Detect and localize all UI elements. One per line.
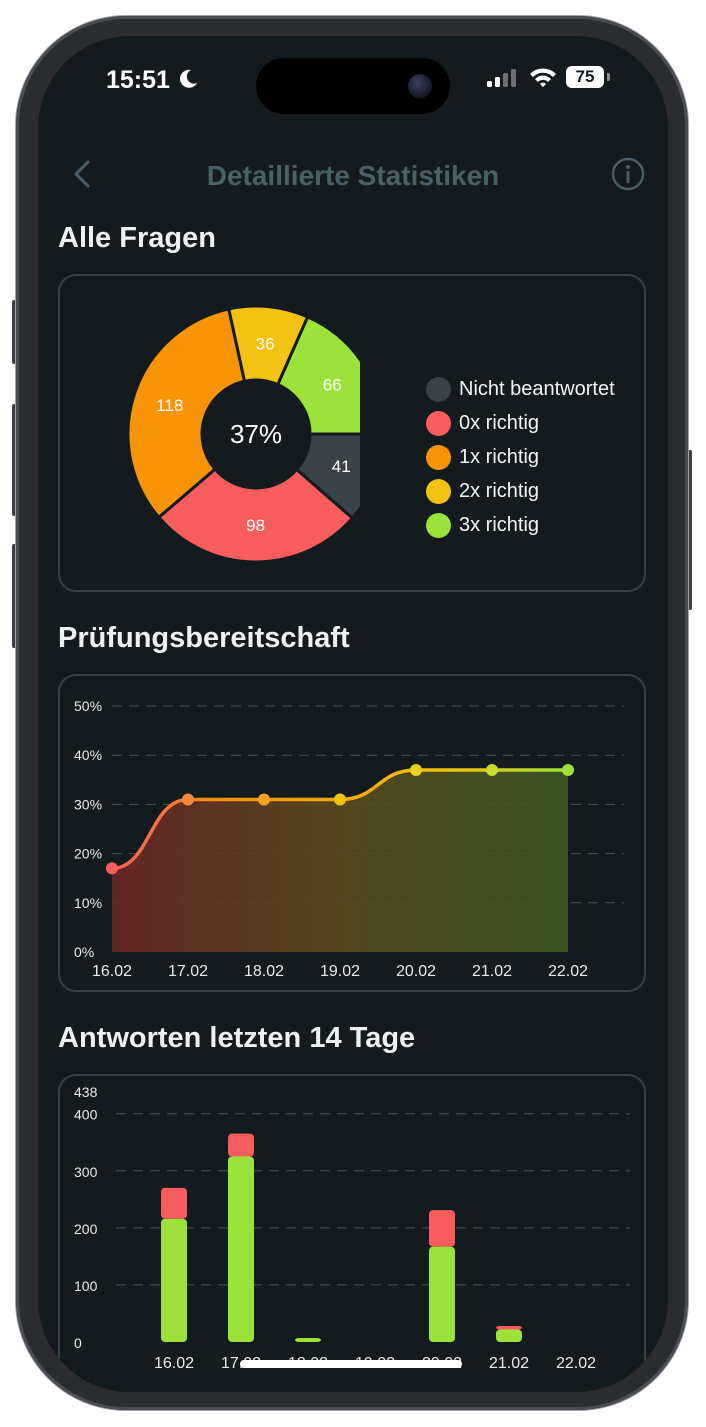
legend-label: Nicht beantwortet (459, 377, 615, 400)
data-point (182, 793, 194, 806)
legend-swatch (426, 444, 451, 470)
y-max-label: 438 (74, 1084, 98, 1100)
donut-value-label: 118 (156, 396, 183, 415)
legend-swatch (426, 376, 451, 402)
battery-icon: 75 (566, 66, 610, 88)
x-tick-label: 20.02 (396, 963, 436, 980)
readiness-area-chart: 0% 10% 20% 30% 40% 50% 16.02 17.02 18.02 19.02 20… (74, 698, 624, 980)
volume-up-button (12, 404, 18, 516)
legend-item-1x-richtig: 1x richtig (426, 440, 615, 474)
x-tick-label: 16.02 (154, 1355, 194, 1372)
y-tick-label: 200 (74, 1221, 98, 1237)
section-title-all-questions: Alle Fragen (58, 222, 216, 254)
screen: 15:51 75 Detaillierte Statistiken (38, 36, 668, 1392)
legend-item-0x-richtig: 0x richtig (426, 406, 615, 440)
y-tick-label: 400 (74, 1107, 98, 1123)
x-tick-label: 18.02 (244, 963, 284, 980)
y-tick-label: 40% (74, 747, 102, 763)
bar-segment (429, 1246, 455, 1342)
x-tick-label: 21.02 (489, 1355, 529, 1372)
x-tick-label: 22.02 (556, 1355, 596, 1372)
info-icon[interactable] (610, 156, 646, 192)
data-point (562, 763, 574, 776)
dynamic-island (256, 58, 450, 114)
bar-segment (161, 1187, 187, 1219)
bar-segment (496, 1326, 522, 1330)
signal-icon (487, 69, 517, 87)
y-tick-label: 50% (74, 698, 102, 714)
y-tick-label: 30% (74, 796, 102, 812)
y-tick-label: 100 (74, 1278, 98, 1294)
y-tick-label: 300 (74, 1164, 98, 1180)
x-tick-label: 22.02 (548, 963, 588, 980)
camera-icon (408, 74, 432, 98)
data-point (334, 793, 346, 806)
donut-center-label: 37% (230, 419, 282, 449)
data-point (486, 763, 498, 776)
bar-segment (161, 1218, 187, 1342)
x-tick-label: 16.02 (92, 963, 132, 980)
donut-slice-1x-richtig (126, 307, 247, 520)
legend-label: 1x richtig (459, 445, 540, 468)
data-point (106, 862, 118, 875)
legend-item-3x-richtig: 3x richtig (426, 508, 615, 542)
y-tick-label: 0% (74, 944, 94, 960)
legend-swatch (426, 410, 451, 436)
battery-level: 75 (575, 67, 595, 86)
legend-label: 2x richtig (459, 479, 540, 502)
y-tick-label: 0 (74, 1335, 82, 1351)
data-point (410, 763, 422, 776)
y-tick-label: 20% (74, 846, 102, 862)
bar-segment (295, 1338, 321, 1342)
y-tick-label: 10% (74, 895, 102, 911)
bar-segment (228, 1156, 254, 1342)
donut-chart: 37% 41 98 118 36 66 (126, 304, 360, 564)
legend-item-nicht-beantwortet: Nicht beantwortet (426, 372, 615, 406)
legend-swatch (426, 512, 451, 538)
nav-bar: Detaillierte Statistiken (38, 156, 668, 196)
legend-swatch (426, 478, 451, 504)
bar-segment (429, 1210, 455, 1247)
area-fill (112, 769, 568, 952)
legend: Nicht beantwortet 0x richtig 1x richtig 2x … (426, 372, 615, 542)
section-title-readiness: Prüfungsbereitschaft (58, 622, 350, 654)
data-point (258, 793, 270, 806)
home-indicator[interactable] (240, 1360, 462, 1368)
x-tick-label: 19.02 (320, 963, 360, 980)
card-all-questions: 37% 41 98 118 36 66 Nicht beantwortet 0x rich… (58, 274, 646, 592)
x-tick-label: 21.02 (472, 963, 512, 980)
section-title-answers: Antworten letzten 14 Tage (58, 1022, 416, 1054)
legend-label: 3x richtig (459, 513, 540, 536)
donut-value-label: 98 (246, 516, 265, 535)
clock-text: 15:51 (106, 66, 170, 94)
page-title: Detaillierte Statistiken (206, 160, 500, 191)
donut-value-label: 41 (332, 457, 351, 476)
bar-segment (228, 1133, 254, 1157)
x-tick-label: 17.02 (168, 963, 208, 980)
volume-down-button (12, 544, 18, 648)
donut-value-label: 36 (256, 334, 275, 353)
moon-icon (179, 69, 197, 88)
donut-value-label: 66 (323, 375, 342, 394)
chevron-left-icon[interactable] (68, 156, 98, 196)
action-button (12, 300, 18, 364)
bar-segment (496, 1329, 522, 1342)
legend-label: 0x richtig (459, 411, 540, 434)
status-time: 15:51 (106, 66, 199, 95)
power-button (686, 450, 692, 610)
wifi-icon (529, 68, 556, 87)
card-readiness: 0% 10% 20% 30% 40% 50% 16.02 17.02 18.02 19.02 20… (58, 674, 646, 992)
legend-item-2x-richtig: 2x richtig (426, 474, 615, 508)
status-icons: 75 (485, 66, 610, 88)
